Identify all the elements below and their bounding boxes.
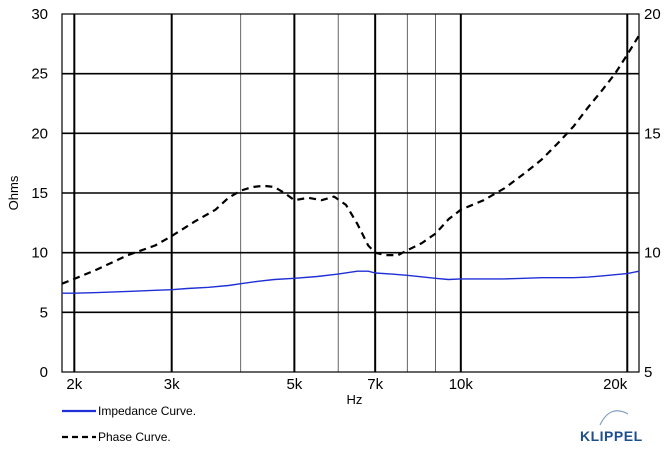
plot-frame: [61, 13, 640, 373]
grid: [62, 14, 639, 372]
legend: Impedance Curve. Phase Curve.: [62, 404, 196, 444]
x-tick-label: 2k: [66, 376, 82, 393]
tick-labels: 2k 3k 5k 7k 10k 20k 0 5 10 15 20 25 30 5 10 15 20: [31, 6, 660, 393]
y2-tick-label: 5: [644, 364, 652, 381]
phase-curve-line: [61, 34, 640, 285]
y-tick-label: 0: [40, 364, 48, 381]
y-tick-label: 15: [31, 185, 48, 202]
y2-tick-label: 10: [644, 245, 661, 262]
y-axis-label: Ohms: [6, 175, 21, 210]
x-tick-label: 10k: [449, 376, 474, 393]
x-tick-label: 5k: [286, 376, 302, 393]
y-tick-label: 20: [31, 125, 48, 142]
y2-tick-label: 20: [644, 6, 661, 23]
x-tick-label: 3k: [164, 376, 180, 393]
legend-impedance-label: Impedance Curve.: [98, 404, 196, 418]
x-axis-label: Hz: [347, 392, 363, 407]
x-tick-label: 20k: [603, 376, 628, 393]
y-tick-label: 25: [31, 66, 48, 83]
brand-name: KLIPPEL: [580, 428, 643, 444]
series-layer: [61, 34, 640, 294]
legend-phase-label: Phase Curve.: [98, 430, 171, 444]
logo-swoosh-icon: [599, 410, 629, 426]
x-tick-label: 7k: [367, 376, 383, 393]
klippel-logo: KLIPPEL: [580, 410, 643, 444]
y-tick-label: 30: [31, 6, 48, 23]
y2-tick-label: 15: [644, 125, 661, 142]
impedance-curve-line: [62, 270, 640, 294]
y-tick-label: 10: [31, 245, 48, 262]
y-tick-label: 5: [40, 304, 48, 321]
